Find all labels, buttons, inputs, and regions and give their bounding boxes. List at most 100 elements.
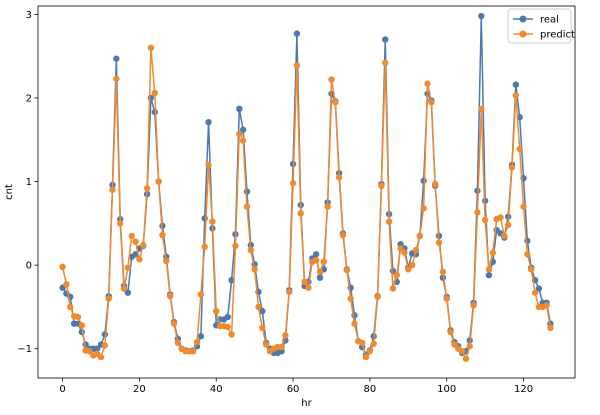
data-point-real: [535, 285, 543, 292]
data-point-predict: [201, 243, 208, 250]
data-point-predict: [140, 241, 147, 249]
data-point-predict: [504, 221, 512, 229]
series-line-predict: [61, 47, 552, 360]
data-point-predict: [497, 214, 504, 221]
data-point-predict: [451, 341, 458, 348]
data-point-real: [316, 274, 324, 281]
data-point-predict: [251, 266, 258, 273]
data-point-predict: [481, 216, 489, 224]
data-point-predict: [151, 89, 158, 97]
data-point-predict: [132, 238, 139, 245]
data-point-predict: [520, 203, 527, 210]
data-point-real: [236, 105, 243, 113]
data-point-predict: [347, 295, 354, 302]
data-point-predict: [278, 343, 285, 351]
data-point-predict: [328, 76, 335, 83]
data-point-predict: [343, 266, 351, 274]
data-point-predict: [358, 339, 366, 347]
data-point-predict: [382, 59, 389, 67]
data-point-predict: [193, 338, 201, 346]
data-point-predict: [531, 289, 539, 296]
data-point-predict: [393, 271, 400, 279]
data-point-real: [132, 251, 139, 258]
axes-frame: [37, 5, 576, 379]
data-point-predict: [159, 231, 166, 239]
data-point-predict: [286, 288, 293, 296]
data-point-predict: [293, 62, 301, 69]
data-point-predict: [397, 245, 404, 252]
data-point-predict: [416, 232, 424, 240]
data-point-real: [197, 333, 205, 340]
data-point-predict: [462, 355, 470, 362]
legend-entry-real: real: [513, 15, 559, 26]
data-point-predict: [174, 339, 182, 347]
data-point-real: [147, 94, 155, 102]
data-point-predict: [528, 266, 535, 273]
data-point-predict: [401, 249, 408, 256]
data-point-real: [312, 251, 320, 258]
y-axis-label: cnt: [4, 184, 15, 200]
data-point-predict: [547, 324, 554, 332]
data-point-predict: [282, 332, 289, 339]
data-point-predict: [109, 186, 116, 194]
data-point-real: [224, 313, 231, 321]
data-point-predict: [124, 264, 132, 271]
data-point-predict: [67, 303, 74, 311]
data-point-predict: [378, 182, 385, 189]
data-point-predict: [136, 256, 143, 263]
data-point-real: [420, 177, 427, 184]
y-tick-label: −1: [17, 344, 32, 355]
data-point-real: [524, 237, 531, 245]
data-point-predict: [324, 203, 331, 210]
data-point-predict: [470, 302, 477, 309]
data-point-predict: [362, 353, 370, 361]
data-point-predict: [97, 353, 105, 361]
data-point-predict: [63, 281, 70, 288]
data-point-predict: [247, 246, 255, 254]
data-point-predict: [408, 261, 416, 269]
x-tick-label: 100: [437, 384, 456, 395]
data-point-real: [382, 36, 389, 43]
data-point-predict: [366, 348, 374, 355]
x-tick-label: 80: [364, 384, 377, 395]
data-point-predict: [232, 242, 239, 250]
data-point-predict: [512, 92, 520, 99]
data-point-real: [512, 81, 520, 88]
x-tick-label: 40: [210, 384, 223, 395]
x-axis-label: hr: [301, 398, 312, 409]
data-point-predict: [385, 218, 393, 225]
data-point-predict: [439, 268, 447, 276]
data-point-predict: [297, 210, 304, 217]
data-point-predict: [351, 320, 358, 327]
legend-entry-predict: predict: [513, 30, 575, 41]
data-point-predict: [289, 180, 297, 187]
data-point-predict: [489, 249, 496, 256]
data-point-real: [478, 12, 485, 20]
data-point-predict: [262, 341, 270, 348]
data-point-predict: [117, 220, 124, 227]
data-point-predict: [543, 302, 550, 309]
y-tick-label: 3: [26, 10, 32, 21]
data-point-predict: [458, 348, 466, 355]
series-real: [59, 12, 554, 358]
data-point-predict: [389, 285, 397, 292]
data-point-predict: [189, 348, 197, 355]
data-point-real: [93, 345, 101, 352]
data-point-predict: [447, 328, 454, 336]
data-point-predict: [147, 44, 155, 51]
data-point-predict: [420, 205, 427, 212]
series-line-real: [61, 15, 552, 356]
data-point-predict: [443, 295, 450, 302]
data-point-predict: [474, 209, 481, 216]
data-point-predict: [466, 343, 473, 350]
data-point-predict: [435, 239, 443, 246]
plot-area: [59, 12, 554, 362]
data-point-real: [293, 30, 301, 37]
data-point-predict: [412, 246, 420, 254]
legend-label-real: real: [540, 15, 559, 26]
data-point-predict: [155, 178, 162, 185]
data-point-predict: [224, 323, 231, 331]
data-point-predict: [78, 322, 85, 329]
data-point-real: [201, 215, 208, 222]
data-point-predict: [312, 256, 320, 264]
